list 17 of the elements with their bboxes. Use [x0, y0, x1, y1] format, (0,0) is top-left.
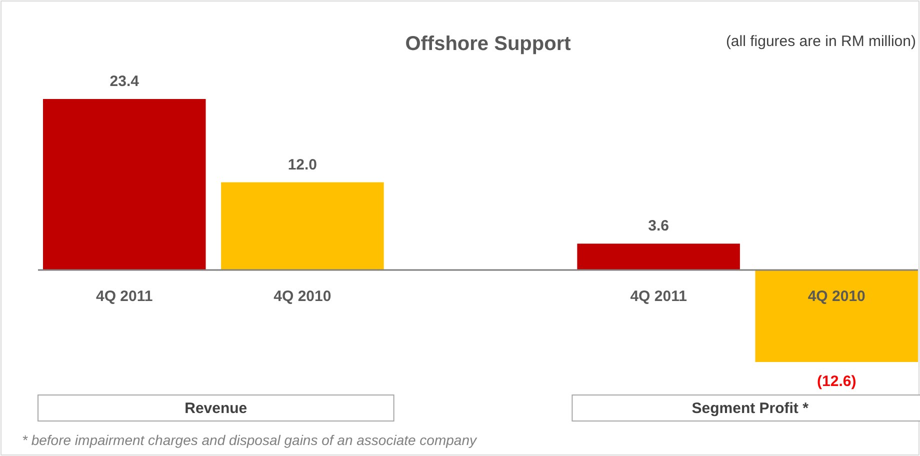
bar	[43, 99, 206, 270]
chart-title: Offshore Support	[405, 33, 572, 55]
text: Segment Profit *	[692, 400, 809, 417]
bar	[221, 182, 384, 270]
x-tick-label: 4Q 2010	[274, 288, 332, 305]
x-tick-label: 4Q 2011	[630, 288, 687, 305]
data-label: (12.6)	[817, 373, 856, 390]
x-tick-label: 4Q 2010	[808, 288, 866, 305]
text: Revenue	[184, 400, 248, 417]
data-label: 12.0	[288, 156, 318, 174]
data-label: 23.4	[110, 73, 140, 90]
bar	[755, 270, 918, 362]
text: (all figures are in RM million)	[726, 33, 916, 50]
x-tick-label: 4Q 2011	[96, 288, 153, 305]
bar	[577, 244, 740, 270]
data-label: 3.6	[648, 218, 669, 235]
text: * before impairment charges and disposal gains of an associate company	[22, 432, 478, 448]
